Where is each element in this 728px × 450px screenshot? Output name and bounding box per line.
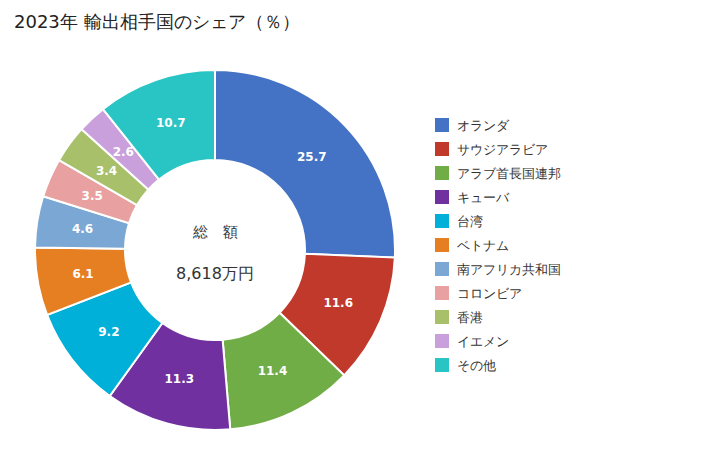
legend-swatch xyxy=(435,118,449,132)
data-label: 11.4 xyxy=(258,364,288,378)
title: 2023年 輸出相手国のシェア（％） xyxy=(14,11,300,32)
center-label: 総 額 xyxy=(192,223,238,241)
data-label: 11.6 xyxy=(323,296,353,310)
legend-label: その他 xyxy=(457,358,496,373)
legend-swatch xyxy=(435,142,449,156)
legend-label: イエメン xyxy=(457,334,509,349)
legend-label: オランダ xyxy=(457,118,510,133)
legend-item: 台湾 xyxy=(435,214,483,229)
legend: オランダサウジアラビアアラブ首長国連邦キューバ台湾ベトナム南アフリカ共和国コロン… xyxy=(435,118,561,373)
legend-item: 香港 xyxy=(435,310,483,325)
slice xyxy=(215,70,395,258)
legend-item: アラブ首長国連邦 xyxy=(435,166,561,181)
data-label: 4.6 xyxy=(72,222,93,236)
legend-label: 南アフリカ共和国 xyxy=(457,262,561,277)
legend-item: イエメン xyxy=(435,334,509,349)
legend-swatch xyxy=(435,286,449,300)
legend-label: アラブ首長国連邦 xyxy=(457,166,561,181)
legend-item: コロンビア xyxy=(435,286,522,301)
legend-item: 南アフリカ共和国 xyxy=(435,262,561,277)
legend-label: コロンビア xyxy=(457,286,522,301)
plot: 25.7 11.6 11.4 11.3 9.2 6.1 4.6 3.5 3.4 2.6 10.7 総 … xyxy=(35,70,395,430)
legend-swatch xyxy=(435,310,449,324)
legend-label: キューバ xyxy=(457,190,510,205)
data-label: 2.6 xyxy=(113,145,134,159)
legend-item: キューバ xyxy=(435,190,510,205)
legend-swatch xyxy=(435,166,449,180)
legend-item: ベトナム xyxy=(435,238,509,253)
data-label: 9.2 xyxy=(98,325,119,339)
legend-swatch xyxy=(435,238,449,252)
slice xyxy=(35,247,131,314)
legend-swatch xyxy=(435,214,449,228)
legend-item: その他 xyxy=(435,358,496,373)
legend-swatch xyxy=(435,262,449,276)
data-label: 25.7 xyxy=(297,150,327,164)
data-label: 10.7 xyxy=(156,116,186,130)
data-label: 6.1 xyxy=(72,267,93,281)
data-label: 11.3 xyxy=(164,372,194,386)
legend-swatch xyxy=(435,190,449,204)
legend-label: 台湾 xyxy=(457,214,483,229)
legend-swatch xyxy=(435,358,449,372)
legend-item: オランダ xyxy=(435,118,510,133)
data-label: 3.5 xyxy=(82,189,103,203)
legend-label: サウジアラビア xyxy=(457,142,548,157)
slice xyxy=(103,70,215,180)
legend-label: ベトナム xyxy=(457,238,509,253)
center-label: 8,618万円 xyxy=(176,264,254,283)
chart: 2023年 輸出相手国のシェア（％） 25.7 11.6 11.4 11.3 9.2 6.1… xyxy=(0,0,728,450)
data-label: 3.4 xyxy=(96,164,117,178)
legend-swatch xyxy=(435,334,449,348)
legend-label: 香港 xyxy=(457,310,483,325)
slice xyxy=(223,313,345,430)
legend-item: サウジアラビア xyxy=(435,142,548,157)
